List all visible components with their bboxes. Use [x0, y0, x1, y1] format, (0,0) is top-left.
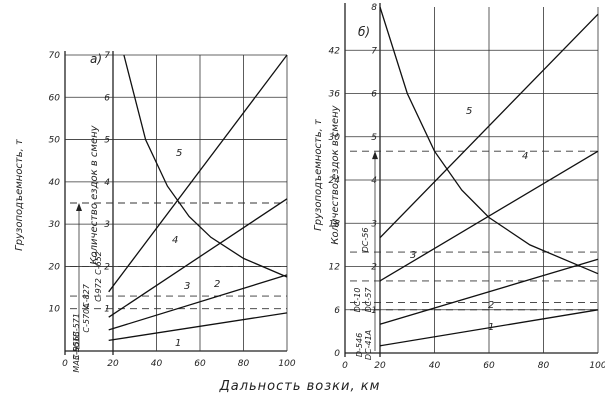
- series-line-5: [123, 54, 288, 278]
- outer-y-tick-label: 20: [49, 262, 61, 272]
- series-line-4: [108, 54, 288, 293]
- inner-y-tick-label: 4: [104, 178, 110, 188]
- series-line-2: [379, 258, 599, 325]
- capacity-arrow-head: [76, 203, 82, 211]
- x-tick-label: 20: [374, 361, 386, 371]
- outer-y-axis-title: Грузоподъемность, т: [14, 138, 25, 251]
- x-tick-label: 20: [107, 359, 119, 369]
- curve-number-label: 2: [488, 300, 494, 311]
- curve-number-label: 3: [410, 250, 416, 261]
- capacity-arrow-head: [372, 151, 378, 160]
- truck-model-label: С-571: [72, 313, 81, 337]
- curve-number-label: 3: [184, 281, 190, 292]
- inner-y-tick-label: 5: [104, 136, 110, 146]
- curve-number-label: 5: [466, 106, 472, 117]
- inner-y-tick-label: 7: [104, 51, 110, 61]
- truck-model-label: DC-56: [361, 228, 370, 253]
- x-tick-label: 60: [194, 359, 206, 369]
- truck-model-label: DC-57: [364, 287, 373, 313]
- inner-y-tick-label: 3: [371, 219, 377, 229]
- truck-model-label: МАЗ-501В: [72, 331, 81, 372]
- outer-y-tick-label: 18: [329, 219, 341, 229]
- inner-y-tick-label: 6: [104, 93, 110, 103]
- curve-number-label: 2: [214, 279, 220, 290]
- outer-y-tick-label: 30: [329, 133, 341, 143]
- outer-y-tick-label: 60: [49, 93, 61, 103]
- outer-y-tick-label: 70: [49, 51, 61, 61]
- truck-model-label: С-652: [94, 251, 103, 275]
- x-tick-label: 80: [238, 359, 250, 369]
- outer-y-tick-label: 42: [329, 46, 341, 56]
- x-tick-label: 80: [538, 361, 550, 371]
- x-tick-label: 0: [342, 361, 348, 371]
- series-line-1: [379, 309, 599, 347]
- truck-model-label: С-956: [72, 336, 81, 360]
- truck-model-label: D-546: [355, 333, 364, 357]
- curve-number-label: 4: [522, 151, 528, 162]
- curve-number-label: 4: [172, 235, 178, 246]
- outer-y-tick-label: 6: [334, 306, 340, 316]
- inner-y-tick-label: 3: [104, 220, 110, 230]
- outer-y-tick-label: 10: [49, 305, 61, 315]
- panel-label: б): [358, 25, 370, 39]
- inner-y-tick-label: 5: [371, 133, 377, 143]
- truck-model-label: С-972: [94, 278, 103, 302]
- outer-y-tick-label: 0: [334, 349, 340, 359]
- inner-y-tick-label: 8: [371, 3, 377, 13]
- inner-y-tick-label: 1: [371, 306, 377, 316]
- truck-model-label: DC-10: [353, 288, 362, 313]
- curve-number-label: 1: [175, 338, 181, 349]
- series-line-3: [379, 150, 599, 282]
- x-tick-label: 100: [278, 359, 295, 369]
- outer-y-tick-label: 36: [329, 90, 341, 100]
- x-axis-title: Дальность возки, км: [219, 379, 381, 394]
- outer-y-tick-label: 40: [49, 178, 61, 188]
- outer-y-tick-label: 12: [329, 263, 341, 273]
- inner-y-tick-label: 2: [371, 263, 377, 273]
- inner-y-tick-label: 2: [104, 262, 110, 272]
- truck-model-label: С-827: [82, 283, 91, 308]
- inner-y-axis-title: Количество ездок в смену: [89, 124, 100, 264]
- curve-number-label: 1: [488, 322, 494, 333]
- x-tick-label: 100: [589, 361, 605, 371]
- inner-y-tick-label: 6: [371, 90, 377, 100]
- inner-y-tick-label: 1: [104, 305, 110, 315]
- outer-y-tick-label: 30: [49, 220, 61, 230]
- outer-y-axis-title: Грузоподъемность, т: [313, 118, 324, 231]
- outer-y-tick-label: 24: [329, 176, 341, 186]
- series-line-5: [379, 6, 599, 275]
- x-tick-label: 40: [151, 359, 163, 369]
- truck-model-label: DC-41A: [364, 330, 373, 360]
- x-tick-label: 0: [62, 359, 68, 369]
- series-line-2: [108, 274, 288, 331]
- x-tick-label: 60: [483, 361, 495, 371]
- x-tick-label: 40: [429, 361, 441, 371]
- series-line-3: [108, 198, 288, 318]
- inner-y-tick-label: 4: [371, 176, 377, 186]
- series-line-1: [108, 312, 288, 342]
- truck-model-label: С-570А: [82, 303, 91, 332]
- outer-y-tick-label: 50: [49, 136, 61, 146]
- curve-number-label: 5: [176, 148, 182, 159]
- inner-y-axis-title: Количество ездок в смену: [330, 104, 341, 244]
- inner-y-tick-label: 7: [371, 46, 377, 56]
- series-line-4: [379, 13, 599, 239]
- panel-label: а): [90, 52, 102, 66]
